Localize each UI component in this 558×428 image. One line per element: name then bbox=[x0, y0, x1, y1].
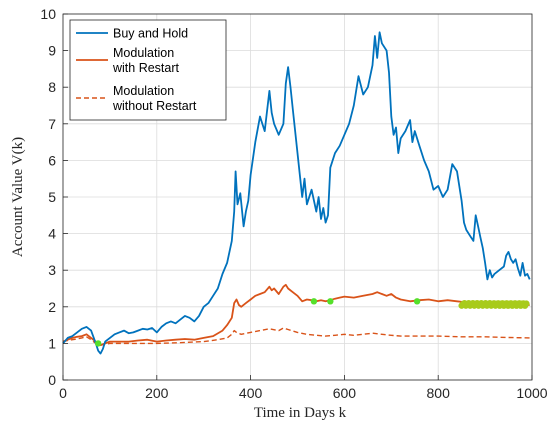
restart-band-marker bbox=[523, 300, 529, 306]
legend-label-0: Buy and Hold bbox=[113, 27, 188, 41]
restart-marker bbox=[327, 298, 333, 304]
y-tick-label: 7 bbox=[48, 116, 56, 132]
x-tick-label: 200 bbox=[145, 385, 169, 401]
y-axis-label: Account Value V(k) bbox=[10, 137, 26, 257]
legend-label-1: Modulation with Restart bbox=[112, 46, 180, 75]
y-tick-label: 0 bbox=[48, 372, 56, 388]
restart-marker bbox=[95, 340, 101, 346]
x-tick-label: 400 bbox=[239, 385, 263, 401]
y-tick-label: 9 bbox=[48, 43, 56, 59]
restart-marker bbox=[414, 298, 420, 304]
y-tick-label: 5 bbox=[48, 189, 56, 205]
x-axis-label: Time in Days k bbox=[254, 405, 347, 421]
y-tick-label: 1 bbox=[48, 335, 56, 351]
x-tick-label: 0 bbox=[59, 385, 67, 401]
y-tick-label: 10 bbox=[40, 6, 56, 22]
y-tick-label: 6 bbox=[48, 152, 56, 168]
x-tick-label: 800 bbox=[427, 385, 451, 401]
y-tick-label: 2 bbox=[48, 299, 56, 315]
y-tick-label: 8 bbox=[48, 79, 56, 95]
y-tick-label: 4 bbox=[48, 226, 56, 242]
y-tick-label: 3 bbox=[48, 262, 56, 278]
x-tick-label: 1000 bbox=[516, 385, 547, 401]
x-tick-label: 600 bbox=[333, 385, 357, 401]
restart-marker bbox=[311, 298, 317, 304]
